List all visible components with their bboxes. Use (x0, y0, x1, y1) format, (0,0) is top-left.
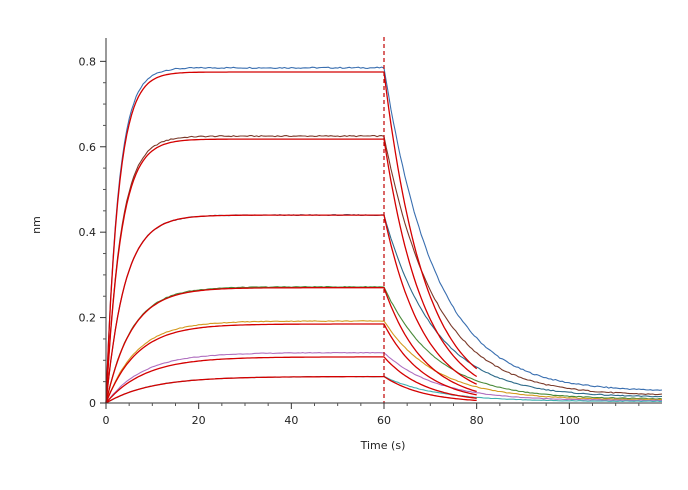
fit-curve (105, 287, 477, 404)
x-axis-label: Time (s) (360, 439, 406, 452)
fit-curve (105, 375, 477, 404)
y-tick-label: 0.8 (79, 55, 97, 68)
tick-labels: 0 20 40 60 80 100 0 0.2 0.4 0.6 0.8 (79, 55, 580, 427)
y-tick-label: 0.4 (79, 226, 97, 239)
x-tick-label: 60 (377, 414, 391, 427)
observed-curve (105, 320, 662, 404)
y-tick-label: 0 (89, 397, 96, 410)
x-tick-label: 0 (103, 414, 110, 427)
x-tick-label: 40 (284, 414, 298, 427)
y-tick-label: 0.2 (79, 312, 97, 325)
fit-curve (105, 323, 477, 404)
y-tick-label: 0.6 (79, 141, 97, 154)
x-tick-label: 80 (470, 414, 484, 427)
fit-curve (105, 71, 478, 404)
x-tick-label: 20 (192, 414, 206, 427)
fit-curve (105, 214, 477, 404)
observed-curve (105, 285, 663, 404)
fit-curve (105, 138, 478, 404)
y-axis-label: nm (30, 216, 43, 234)
tick-marks (100, 60, 640, 409)
fit-curve (105, 356, 477, 404)
x-tick-label: 100 (559, 414, 580, 427)
